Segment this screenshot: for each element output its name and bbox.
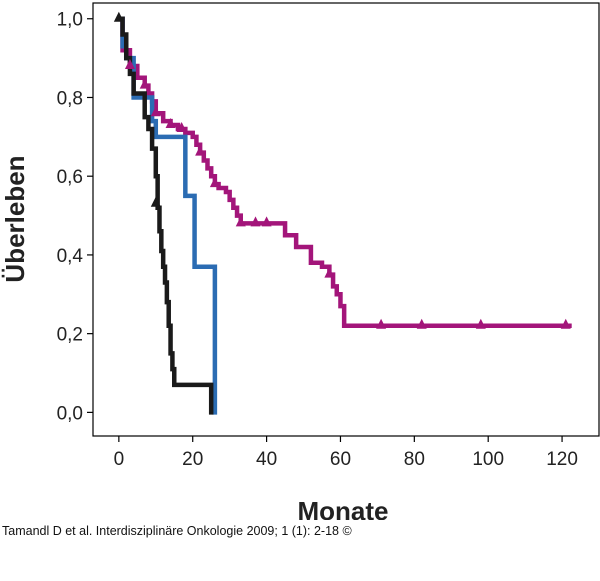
censor-marker xyxy=(113,11,124,22)
censor-marker xyxy=(261,216,272,227)
x-tick-label: 120 xyxy=(546,449,578,470)
censor-marker xyxy=(209,177,220,188)
y-tick-label: 0,0 xyxy=(57,403,83,424)
y-axis-title: Überleben xyxy=(0,155,30,282)
censor-marker xyxy=(150,106,161,117)
x-tick-label: 100 xyxy=(472,449,504,470)
censor-marker xyxy=(376,318,387,329)
y-tick-label: 0,2 xyxy=(57,325,83,346)
censor-marker xyxy=(250,216,261,227)
censor-marker xyxy=(150,196,161,207)
x-tick-label: 20 xyxy=(182,449,203,470)
y-tick-label: 1,0 xyxy=(57,10,83,31)
censor-marker xyxy=(560,318,571,329)
censor-marker xyxy=(195,145,206,156)
plot-frame xyxy=(92,2,600,437)
censor-marker xyxy=(124,58,135,69)
censor-marker xyxy=(235,216,246,227)
y-tick-label: 0,8 xyxy=(57,88,83,109)
censor-marker xyxy=(324,267,335,278)
survival-chart: 0,0 0,2 0,4 0,6 0,8 1,0 0 20 40 60 80 100 120 Überl… xyxy=(0,2,600,520)
censor-marker xyxy=(165,118,176,129)
censor-marker xyxy=(139,78,150,89)
censor-marker xyxy=(475,318,486,329)
x-tick-label: 60 xyxy=(330,449,351,470)
source-caption: Tamandl D et al. Interdisziplinäre Onkol… xyxy=(2,524,352,538)
series-lines xyxy=(116,16,572,415)
censor-marker xyxy=(416,318,427,329)
censor-marker xyxy=(176,121,187,132)
y-axis-ticks: 0,0 0,2 0,4 0,6 0,8 1,0 xyxy=(57,10,93,424)
x-tick-label: 40 xyxy=(256,449,277,470)
x-axis-title: Monate xyxy=(298,496,389,520)
y-tick-label: 0,6 xyxy=(57,167,83,188)
series-line-3 xyxy=(116,16,214,415)
y-tick-label: 0,4 xyxy=(57,246,84,267)
x-tick-label: 0 xyxy=(114,449,125,470)
x-axis-ticks: 0 20 40 60 80 100 120 xyxy=(114,436,578,470)
censor-markers xyxy=(113,11,571,329)
x-tick-label: 80 xyxy=(404,449,425,470)
